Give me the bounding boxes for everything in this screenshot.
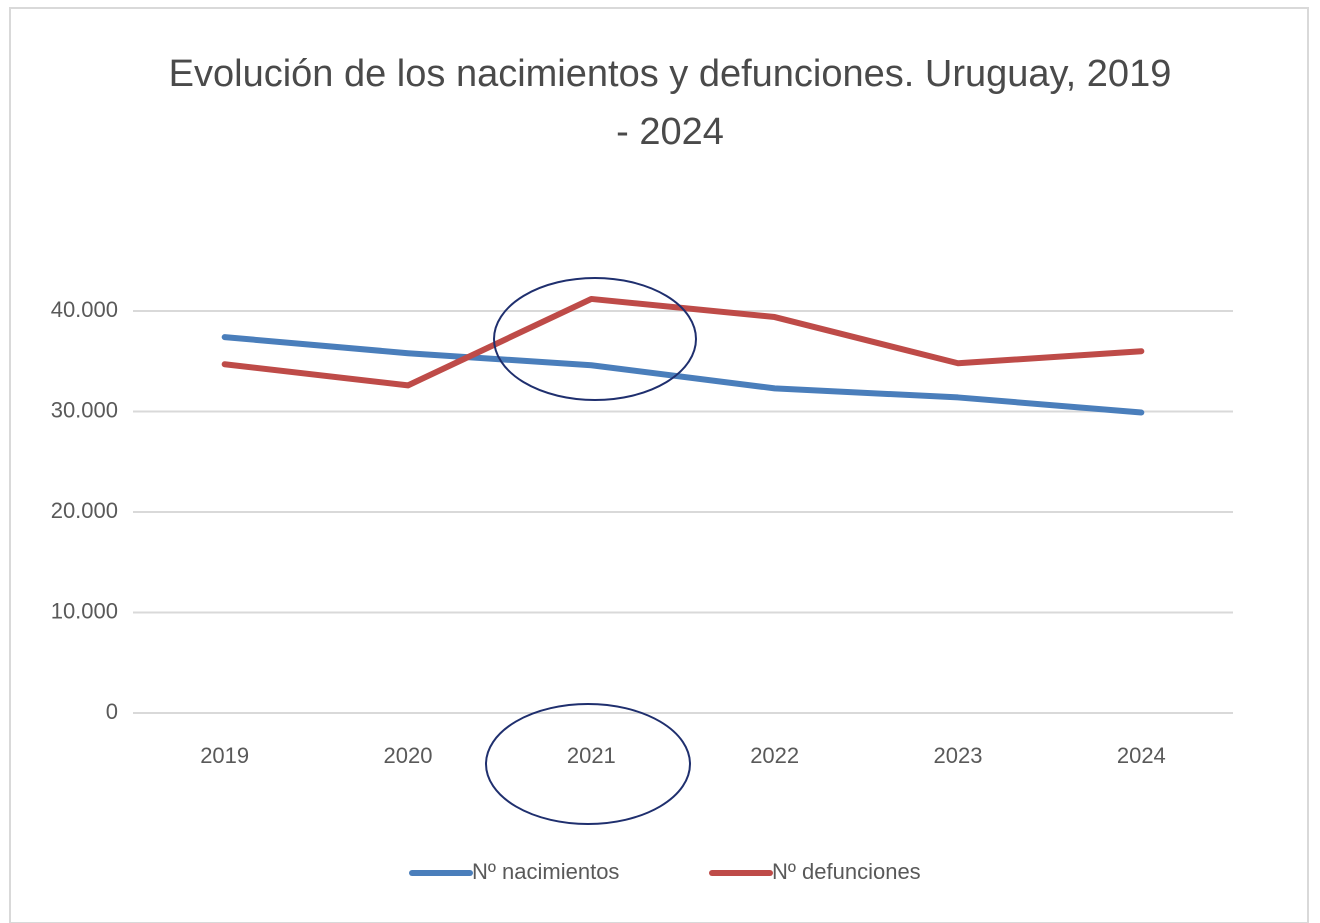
x-tick-label: 2019 [200,743,249,768]
y-tick-label: 0 [106,699,118,724]
highlight-ellipse [493,277,697,401]
legend-label: Nº defunciones [772,859,921,884]
chart-frame [9,7,1309,923]
legend-label: Nº nacimientos [472,859,619,884]
chart-title: Evolución de los nacimientos y defuncion… [168,53,1172,153]
y-tick-label: 10.000 [51,598,118,623]
y-tick-label: 30.000 [51,397,118,422]
x-tick-label: 2020 [384,743,433,768]
x-tick-label: 2023 [934,743,983,768]
x-tick-label: 2022 [750,743,799,768]
highlight-ellipse [485,703,691,825]
data-line [221,334,1145,416]
x-tick-label: 2021 [567,743,616,768]
y-tick-label: 40.000 [51,297,118,322]
x-tick-label: 2024 [1117,743,1166,768]
y-tick-label: 20.000 [51,498,118,523]
